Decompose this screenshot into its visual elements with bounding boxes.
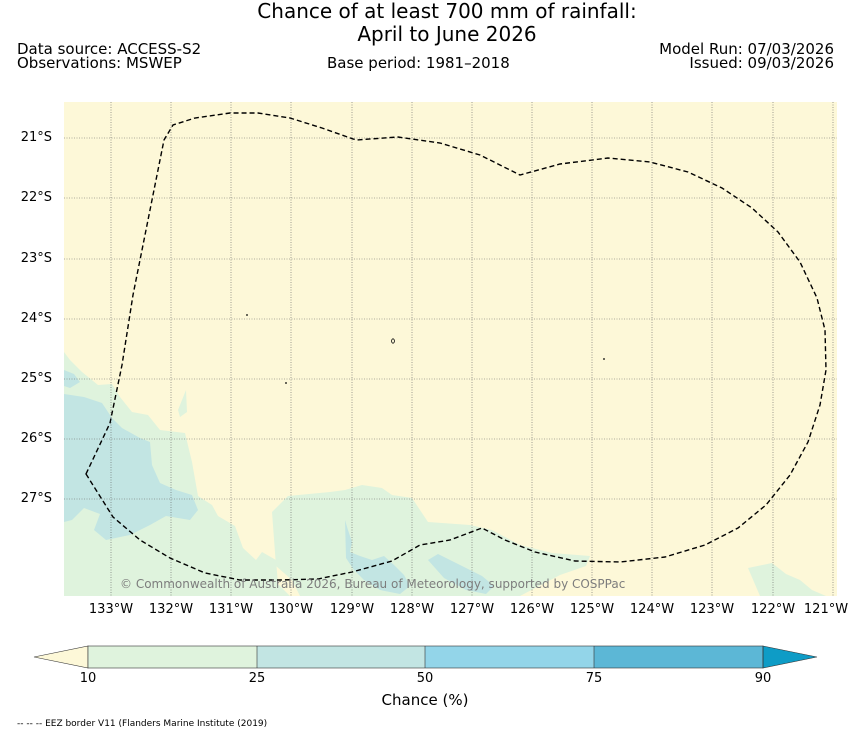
copyright-notice: © Commonwealth of Australia 2026, Bureau…: [120, 577, 626, 591]
colorbar-segment-below-10: [33, 645, 89, 669]
colorbar-tick-90: 90: [754, 671, 772, 686]
lon-label-133w: 133°W: [88, 602, 134, 617]
chart-title-line1: Chance of at least 700 mm of rainfall:: [257, 0, 637, 23]
lon-label-123w: 123°W: [689, 602, 735, 617]
observations-label: Observations: MSWEP: [17, 54, 182, 72]
lon-label-131w: 131°W: [208, 602, 254, 617]
rain-chance-25-50-area: [345, 520, 410, 594]
island-marker: [603, 358, 605, 360]
issued-label: Issued: 09/03/2026: [689, 54, 834, 72]
lon-label-125w: 125°W: [569, 602, 615, 617]
rain-chance-10-25-area: [748, 563, 826, 596]
rain-chance-25-50-area: [428, 554, 494, 594]
base-period-label: Base period: 1981–2018: [327, 54, 510, 72]
colorbar-tick-50: 50: [416, 671, 434, 686]
data-source-label: Data source: ACCESS-S2: [17, 40, 202, 58]
colorbar-segment-above-90: [762, 645, 818, 669]
eez-border-line: [85, 112, 827, 581]
lat-label-23s: 23°S: [20, 251, 52, 266]
lat-label-26s: 26°S: [20, 431, 52, 446]
lat-label-25s: 25°S: [20, 371, 52, 386]
colorbar-segment-50-75: [425, 646, 594, 668]
colorbar-tick-25: 25: [248, 671, 266, 686]
lat-label-21s: 21°S: [20, 130, 52, 145]
lon-label-130w: 130°W: [268, 602, 314, 617]
island-marker: [246, 314, 248, 316]
chart-title-line2: April to June 2026: [357, 22, 537, 46]
lon-label-129w: 129°W: [329, 602, 375, 617]
lon-label-124w: 124°W: [629, 602, 675, 617]
eez-footnote: -- -- -- EEZ border V11 (Flanders Marine…: [17, 719, 268, 729]
lat-label-27s: 27°S: [20, 491, 52, 506]
lon-label-128w: 128°W: [389, 602, 435, 617]
colorbar-tick-10: 10: [79, 671, 97, 686]
colorbar-segment-10-25: [88, 646, 257, 668]
colorbar: [33, 645, 818, 669]
lon-label-121w: 121°W: [803, 602, 849, 617]
lon-label-126w: 126°W: [509, 602, 555, 617]
rain-chance-25-50-area: [64, 394, 198, 540]
lat-label-22s: 22°S: [20, 190, 52, 205]
rain-chance-10-25-area: [272, 485, 590, 596]
colorbar-tick-75: 75: [585, 671, 603, 686]
model-run-label: Model Run: 07/03/2026: [659, 40, 834, 58]
colorbar-label: Chance (%): [381, 691, 469, 709]
lon-label-132w: 132°W: [148, 602, 194, 617]
rain-chance-10-25-area: [178, 390, 187, 417]
lat-label-24s: 24°S: [20, 311, 52, 326]
island-marker: [391, 338, 395, 344]
island-marker: [285, 382, 287, 384]
lon-label-127w: 127°W: [449, 602, 495, 617]
lon-label-122w: 122°W: [750, 602, 796, 617]
colorbar-segment-25-50: [257, 646, 425, 668]
colorbar-segment-75-90: [594, 646, 763, 668]
